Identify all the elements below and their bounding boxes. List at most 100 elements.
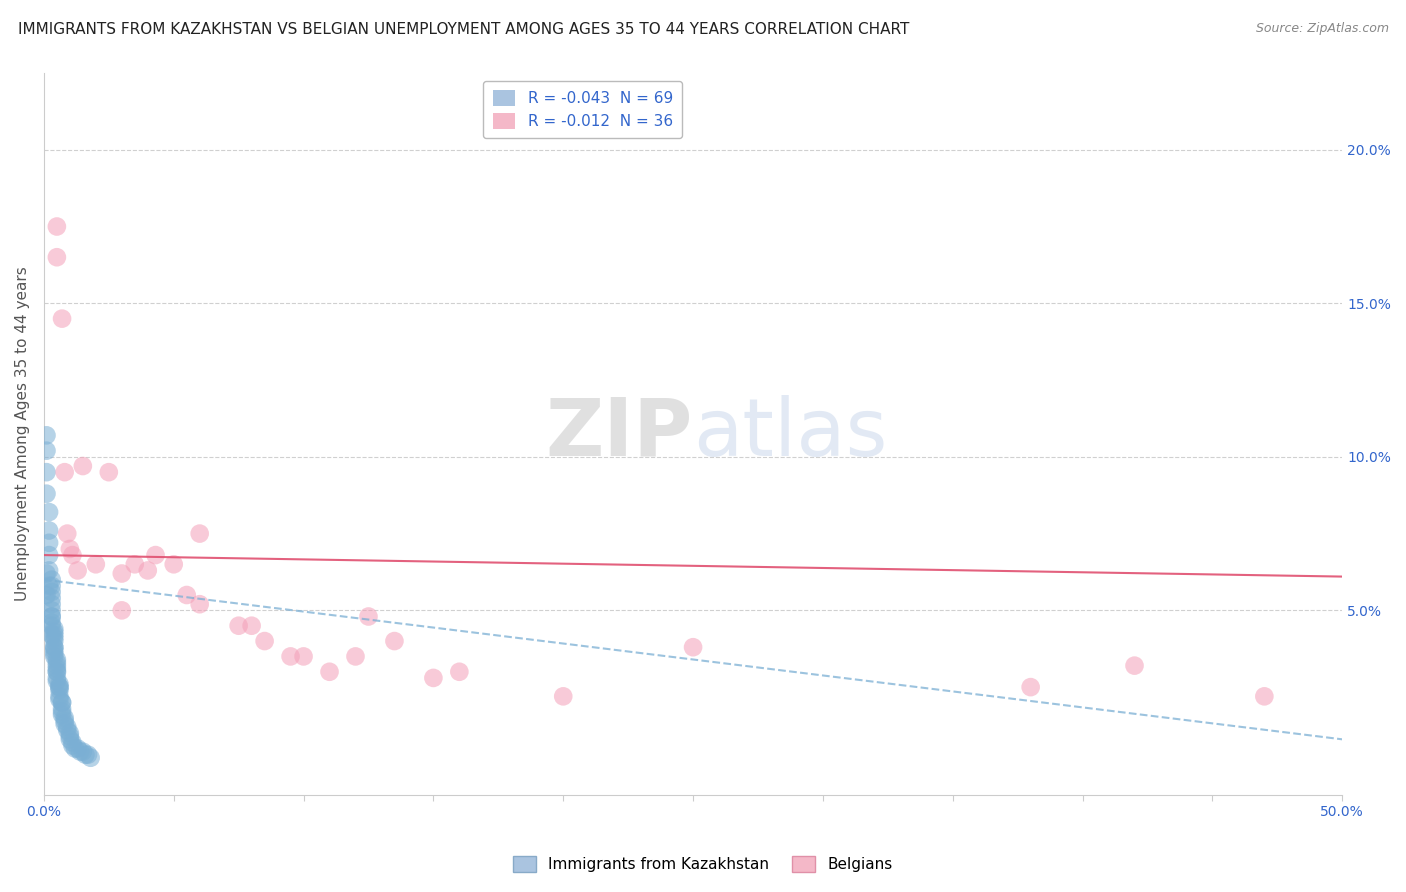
Point bbox=[48, 677, 70, 691]
Point bbox=[1019, 680, 1042, 694]
Point bbox=[163, 558, 186, 572]
Legend: R = -0.043  N = 69, R = -0.012  N = 36: R = -0.043 N = 69, R = -0.012 N = 36 bbox=[484, 80, 682, 138]
Point bbox=[69, 745, 91, 759]
Point bbox=[35, 443, 58, 458]
Point bbox=[41, 609, 63, 624]
Point bbox=[35, 465, 58, 479]
Point bbox=[45, 671, 67, 685]
Point bbox=[53, 714, 76, 728]
Point bbox=[51, 311, 73, 326]
Point bbox=[44, 624, 66, 639]
Point bbox=[63, 741, 86, 756]
Point bbox=[51, 696, 73, 710]
Point bbox=[318, 665, 340, 679]
Point bbox=[45, 673, 67, 688]
Point bbox=[44, 640, 66, 655]
Point bbox=[45, 658, 67, 673]
Point bbox=[35, 566, 58, 581]
Point bbox=[62, 739, 84, 753]
Point bbox=[45, 665, 67, 679]
Point bbox=[41, 573, 63, 587]
Point bbox=[384, 634, 406, 648]
Point bbox=[38, 548, 60, 562]
Point bbox=[240, 618, 263, 632]
Point bbox=[41, 618, 63, 632]
Point bbox=[41, 597, 63, 611]
Point bbox=[48, 690, 70, 704]
Point bbox=[48, 683, 70, 698]
Point bbox=[280, 649, 302, 664]
Point bbox=[41, 591, 63, 605]
Point bbox=[48, 680, 70, 694]
Point bbox=[44, 643, 66, 657]
Point bbox=[51, 696, 73, 710]
Point bbox=[44, 634, 66, 648]
Point bbox=[79, 751, 101, 765]
Point bbox=[553, 690, 575, 704]
Point bbox=[41, 585, 63, 599]
Point bbox=[176, 588, 198, 602]
Point bbox=[136, 564, 159, 578]
Point bbox=[48, 680, 70, 694]
Point bbox=[35, 588, 58, 602]
Point bbox=[41, 609, 63, 624]
Point bbox=[45, 656, 67, 670]
Point bbox=[62, 735, 84, 749]
Point bbox=[124, 558, 146, 572]
Point bbox=[41, 603, 63, 617]
Point bbox=[51, 705, 73, 719]
Point bbox=[56, 720, 79, 734]
Point bbox=[35, 486, 58, 500]
Point bbox=[75, 747, 97, 762]
Point bbox=[449, 665, 471, 679]
Text: Source: ZipAtlas.com: Source: ZipAtlas.com bbox=[1256, 22, 1389, 36]
Point bbox=[38, 536, 60, 550]
Y-axis label: Unemployment Among Ages 35 to 44 years: Unemployment Among Ages 35 to 44 years bbox=[15, 267, 30, 601]
Point bbox=[48, 692, 70, 706]
Point bbox=[38, 524, 60, 538]
Point bbox=[72, 458, 94, 473]
Point bbox=[66, 564, 89, 578]
Point bbox=[41, 615, 63, 630]
Point bbox=[45, 652, 67, 666]
Point bbox=[41, 628, 63, 642]
Point bbox=[44, 622, 66, 636]
Point bbox=[77, 747, 100, 762]
Point bbox=[45, 662, 67, 676]
Point bbox=[84, 558, 107, 572]
Point bbox=[45, 665, 67, 679]
Point bbox=[344, 649, 367, 664]
Point bbox=[53, 711, 76, 725]
Point bbox=[53, 465, 76, 479]
Point bbox=[72, 745, 94, 759]
Text: atlas: atlas bbox=[693, 395, 887, 473]
Point bbox=[44, 628, 66, 642]
Point bbox=[51, 707, 73, 722]
Point bbox=[35, 428, 58, 442]
Point bbox=[66, 741, 89, 756]
Text: ZIP: ZIP bbox=[546, 395, 693, 473]
Point bbox=[292, 649, 315, 664]
Point bbox=[59, 541, 82, 556]
Point bbox=[1123, 658, 1146, 673]
Point bbox=[38, 579, 60, 593]
Point bbox=[56, 526, 79, 541]
Point bbox=[51, 701, 73, 715]
Point bbox=[188, 526, 211, 541]
Point bbox=[111, 566, 134, 581]
Legend: Immigrants from Kazakhstan, Belgians: Immigrants from Kazakhstan, Belgians bbox=[506, 848, 900, 880]
Point bbox=[38, 505, 60, 519]
Point bbox=[44, 631, 66, 645]
Point bbox=[228, 618, 250, 632]
Point bbox=[53, 717, 76, 731]
Point bbox=[188, 597, 211, 611]
Point bbox=[44, 649, 66, 664]
Point bbox=[422, 671, 444, 685]
Point bbox=[357, 609, 380, 624]
Point bbox=[41, 579, 63, 593]
Point bbox=[44, 646, 66, 660]
Point bbox=[253, 634, 276, 648]
Point bbox=[59, 732, 82, 747]
Point bbox=[111, 603, 134, 617]
Point bbox=[38, 564, 60, 578]
